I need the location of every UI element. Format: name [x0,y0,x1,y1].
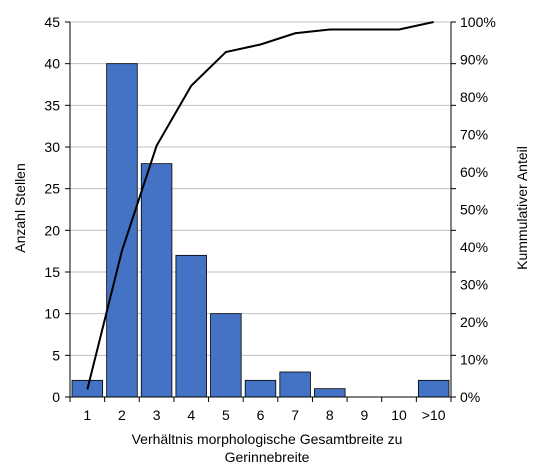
y-tick-label: 30 [44,139,60,155]
bar-2 [106,63,138,398]
y-tick-label: 45 [44,14,60,30]
y2-tick-label: 10% [460,352,488,368]
x-tick-label: >10 [422,407,446,423]
y2-axis-title: Kummulativer Anteil [514,146,530,270]
y2-tick-label: 40% [460,239,488,255]
y-tick-label: 35 [44,97,60,113]
bars [71,63,450,398]
y-axis-title: Anzahl Stellen [12,163,28,253]
y-tick-label: 20 [44,222,60,238]
x-tick-label: 10 [391,407,407,423]
bar-gt10 [417,379,450,398]
y2-tick-label: 100% [460,14,496,30]
x-tick-label: 4 [187,407,195,423]
cumulative-share-line [86,21,434,390]
y2-tick-label: 90% [460,52,488,68]
cumulative-line [86,21,434,390]
bar-4 [175,254,207,398]
y2-tick-label: 50% [460,202,488,218]
x-tick-label: 5 [222,407,230,423]
y-tick-label: 10 [44,306,60,322]
y-tick-label: 15 [44,264,60,280]
axes [65,21,456,402]
bar-8 [314,388,346,398]
y-tick-label: 25 [44,181,60,197]
bar-6 [244,379,277,398]
x-tick-label: 3 [153,407,161,423]
x-tick-label: 2 [118,407,126,423]
bar-7 [279,371,311,398]
y-tick-label: 5 [52,347,60,363]
y2-tick-label: 20% [460,314,488,330]
x-tick-label: 6 [257,407,265,423]
x-tick-label: 7 [291,407,299,423]
y2-tick-label: 60% [460,164,488,180]
bar-5 [210,313,242,398]
x-axis-title-line-2: Gerinnebreite [225,449,310,465]
left-axis-ticks: 0 5 10 15 20 25 30 35 40 45 [44,14,60,405]
x-axis-title-line-1: Verhältnis morphologische Gesamtbreite z… [132,431,403,447]
x-tick-label: 9 [361,407,369,423]
right-axis-ticks: 0% 10% 20% 30% 40% 50% 60% 70% 80% 90% 100% [460,14,496,405]
y2-tick-label: 30% [460,277,488,293]
y2-tick-label: 70% [460,127,488,143]
y2-tick-label: 80% [460,89,488,105]
y-tick-label: 40 [44,56,60,72]
y2-tick-label: 0% [460,389,480,405]
x-axis-ticks: 1 2 3 4 5 6 7 8 9 10 >10 [83,407,445,423]
x-tick-label: 8 [326,407,334,423]
bar-3 [140,163,173,398]
y-tick-label: 0 [52,389,60,405]
x-tick-label: 1 [83,407,91,423]
